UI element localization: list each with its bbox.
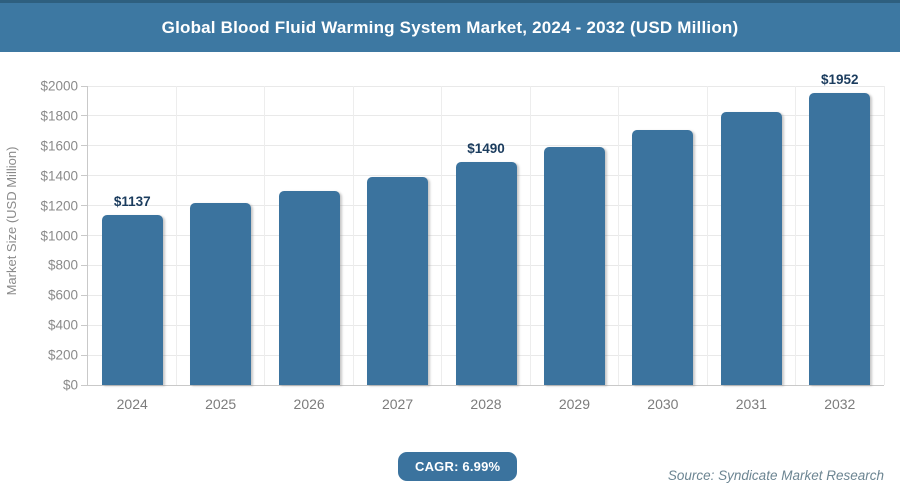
y-tick: [81, 384, 87, 386]
x-gridline: [706, 86, 708, 385]
y-tick: [81, 115, 87, 117]
y-tick-label: $400: [47, 317, 78, 333]
y-tick: [81, 85, 87, 87]
y-tick: [81, 175, 87, 177]
y-tick-label: $1000: [40, 228, 78, 243]
y-gridline: [88, 145, 884, 147]
x-gridline: [441, 86, 443, 385]
x-gridline: [529, 86, 531, 385]
bar-2025: [190, 203, 252, 385]
y-tick-label: $2000: [40, 78, 78, 94]
y-tick-label: $600: [47, 287, 78, 303]
y-gridline: [88, 85, 884, 87]
bar-2032: [809, 93, 871, 385]
cagr-badge: CAGR: 6.99%: [398, 452, 518, 481]
plot-area: $0 $200 $400 $600 $800 $1000 $1200 $1400 $1600 $1…: [40, 72, 885, 412]
chart-title: Global Blood Fluid Warming System Market…: [161, 17, 739, 37]
y-tick-label: $800: [47, 257, 78, 273]
x-tick-label: 2030: [647, 396, 679, 412]
bar-2028: [455, 162, 517, 385]
x-tick-label: 2032: [824, 396, 856, 412]
x-tick-label: 2025: [205, 396, 237, 412]
y-tick-label: $200: [47, 347, 78, 363]
bar-value-label: $1137: [113, 194, 151, 210]
y-tick-label: $0: [62, 377, 78, 393]
bar-value-label: $1490: [467, 141, 505, 157]
bar-2027: [367, 176, 429, 385]
y-tick-label: $1400: [40, 168, 78, 184]
y-tick-label: $1600: [40, 138, 78, 154]
x-tick-label: 2027: [381, 396, 414, 412]
y-tick-label: $1800: [40, 108, 78, 124]
x-gridline: [883, 86, 885, 385]
y-tick: [81, 324, 87, 326]
y-tick: [81, 264, 87, 266]
source-note: Source: Syndicate Market Research: [667, 468, 884, 483]
bar-2026: [278, 190, 340, 385]
x-tick-label: 2029: [558, 396, 591, 412]
bar-2024: [101, 215, 163, 385]
x-gridline: [175, 86, 177, 385]
y-tick-label: $1200: [40, 198, 78, 214]
bar-2029: [543, 146, 605, 385]
x-tick-label: 2028: [470, 396, 502, 412]
x-gridline: [795, 86, 797, 385]
x-gridline: [618, 86, 620, 385]
x-gridline: [352, 86, 354, 385]
bar-2031: [720, 112, 782, 385]
x-tick-label: 2031: [735, 396, 767, 412]
y-gridline: [88, 115, 884, 117]
y-tick: [81, 205, 87, 207]
y-tick: [81, 145, 87, 147]
x-tick-label: 2024: [116, 396, 148, 412]
x-gridline: [264, 86, 266, 385]
bar-value-label: $1952: [820, 72, 859, 88]
x-tick-label: 2026: [293, 396, 325, 412]
y-tick: [81, 294, 87, 296]
y-tick: [81, 235, 87, 236]
chart-header: Global Blood Fluid Warming System Market…: [0, 0, 900, 52]
y-tick: [81, 354, 87, 356]
bar-2030: [632, 130, 694, 385]
